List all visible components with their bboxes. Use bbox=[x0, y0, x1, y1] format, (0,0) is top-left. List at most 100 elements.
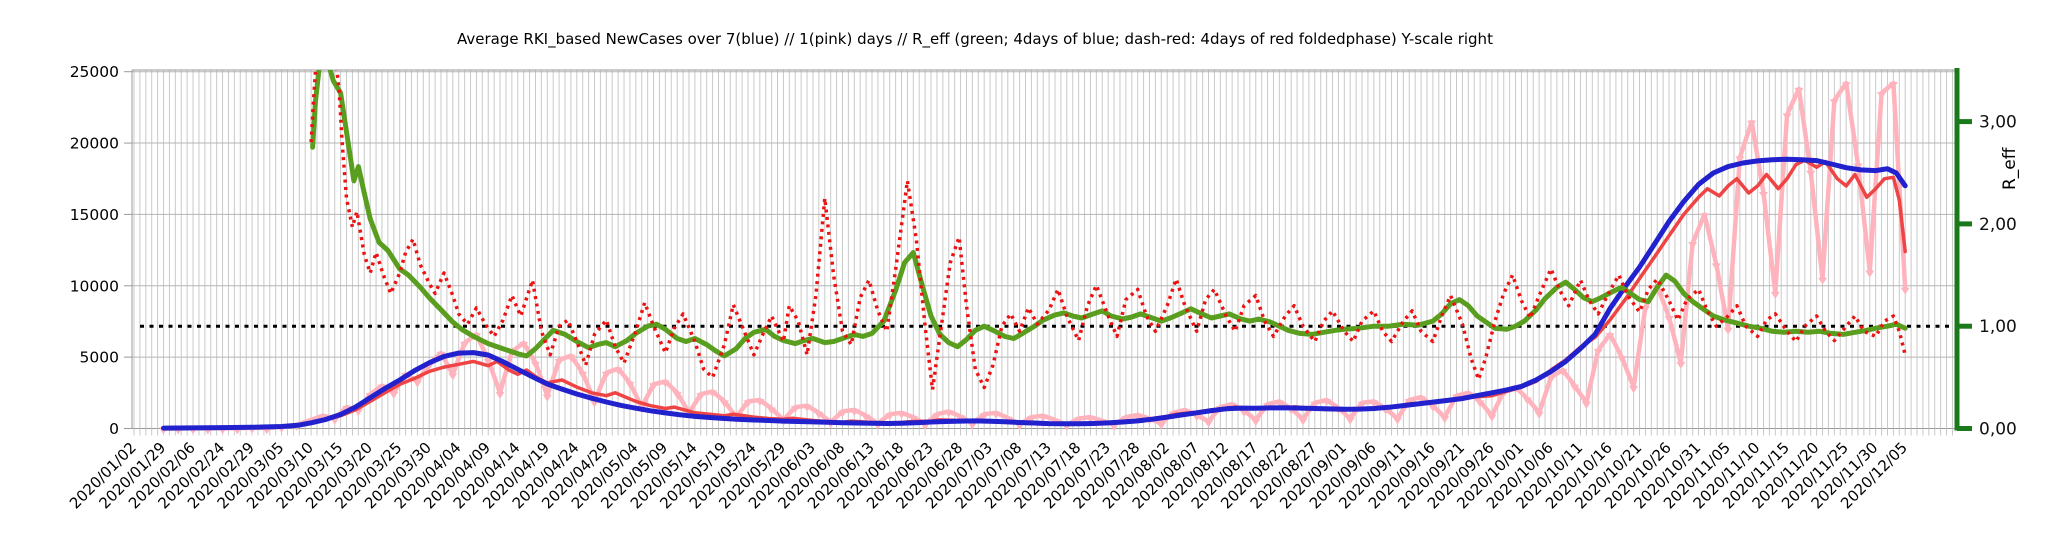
marker-triangle-down bbox=[1888, 82, 1898, 90]
marker-triangle-down bbox=[554, 358, 564, 366]
marker-triangle-down bbox=[1085, 416, 1095, 424]
marker-triangle-down bbox=[660, 380, 670, 388]
marker-triangle-down bbox=[1640, 306, 1650, 314]
marker-triangle-down bbox=[1133, 413, 1143, 421]
marker-triangle-down bbox=[908, 416, 918, 424]
marker-triangle-down bbox=[1558, 368, 1568, 376]
marker-triangle-down bbox=[649, 383, 659, 391]
marker-triangle-down bbox=[1440, 416, 1450, 424]
marker-triangle-down bbox=[1711, 263, 1721, 271]
marker-triangle-down bbox=[1251, 418, 1261, 426]
marker-triangle-down bbox=[1617, 356, 1627, 364]
marker-triangle-down bbox=[837, 410, 847, 418]
marker-triangle-down bbox=[1534, 411, 1544, 419]
marker-triangle-down bbox=[578, 371, 588, 379]
marker-triangle-down bbox=[861, 414, 871, 422]
marker-triangle-down bbox=[1322, 398, 1332, 406]
marker-triangle-down bbox=[897, 411, 907, 419]
marker-triangle-down bbox=[1428, 404, 1438, 412]
marker-triangle-down bbox=[1900, 287, 1910, 295]
marker-triangle-down bbox=[1392, 417, 1402, 425]
marker-triangle-down bbox=[1794, 87, 1804, 95]
marker-triangle-down bbox=[613, 367, 623, 375]
y-right-tick-label: 1,00 bbox=[1979, 317, 2017, 337]
marker-triangle-down bbox=[530, 361, 540, 369]
marker-triangle-down bbox=[1747, 120, 1757, 128]
marker-triangle-down bbox=[1109, 423, 1119, 431]
marker-triangle-down bbox=[790, 406, 800, 414]
marker-triangle-down bbox=[625, 381, 635, 389]
marker-triangle-down bbox=[1581, 401, 1591, 409]
marker-triangle-down bbox=[1688, 241, 1698, 249]
marker-triangle-down bbox=[1735, 156, 1745, 164]
y-left-tick-label: 15000 bbox=[70, 206, 119, 224]
marker-triangle-down bbox=[885, 413, 895, 421]
y-left-tick-label: 20000 bbox=[70, 135, 119, 153]
line-reff-green bbox=[310, 70, 1908, 359]
marker-triangle-down bbox=[672, 391, 682, 399]
marker-triangle-down bbox=[1759, 192, 1769, 200]
marker-triangle-down bbox=[1818, 277, 1828, 285]
marker-triangle-down bbox=[967, 422, 977, 430]
marker-triangle-down bbox=[1475, 400, 1485, 408]
marker-triangle-down bbox=[590, 400, 600, 408]
marker-triangle-down bbox=[1487, 414, 1497, 422]
y-left-tick-label: 5000 bbox=[80, 349, 119, 367]
marker-triangle-down bbox=[1038, 414, 1048, 422]
marker-triangle-down bbox=[1239, 409, 1249, 417]
marker-triangle-down bbox=[1192, 413, 1202, 421]
marker-triangle-down bbox=[448, 373, 458, 381]
marker-triangle-down bbox=[932, 413, 942, 421]
marker-triangle-down bbox=[1723, 327, 1733, 335]
marker-triangle-down bbox=[1806, 170, 1816, 178]
marker-triangle-down bbox=[1074, 417, 1084, 425]
marker-triangle-down bbox=[542, 394, 552, 402]
marker-triangle-down bbox=[708, 390, 718, 398]
marker-triangle-down bbox=[814, 411, 824, 419]
marker-triangle-down bbox=[802, 404, 812, 412]
marker-triangle-down bbox=[920, 423, 930, 431]
marker-triangle-down bbox=[991, 411, 1001, 419]
marker-triangle-down bbox=[1369, 400, 1379, 408]
line-reff-dash-red bbox=[309, 70, 1907, 392]
marker-triangle-down bbox=[1605, 333, 1615, 341]
marker-triangle-down bbox=[483, 358, 493, 366]
marker-triangle-down bbox=[1310, 401, 1320, 409]
marker-triangle-down bbox=[1546, 376, 1556, 384]
right-axis-title: R_eff bbox=[2000, 147, 2020, 190]
marker-triangle-down bbox=[1770, 291, 1780, 299]
marker-triangle-down bbox=[1782, 113, 1792, 121]
marker-triangle-down bbox=[944, 410, 954, 418]
marker-triangle-down bbox=[755, 398, 765, 406]
y-right-tick-label: 0,00 bbox=[1979, 420, 2017, 440]
marker-triangle-down bbox=[1570, 384, 1580, 392]
y-left-tick-label: 0 bbox=[109, 420, 119, 438]
marker-triangle-down bbox=[1156, 422, 1166, 430]
marker-triangle-down bbox=[1298, 418, 1308, 426]
marker-triangle-down bbox=[412, 380, 422, 388]
marker-triangle-down bbox=[743, 400, 753, 408]
marker-triangle-down bbox=[495, 391, 505, 399]
marker-triangle-down bbox=[696, 393, 706, 401]
marker-triangle-down bbox=[1593, 349, 1603, 357]
marker-triangle-down bbox=[1416, 396, 1426, 404]
marker-triangle-down bbox=[849, 408, 859, 416]
marker-triangle-down bbox=[1664, 316, 1674, 324]
marker-triangle-down bbox=[1676, 361, 1686, 369]
marker-triangle-down bbox=[1345, 417, 1355, 425]
series-group bbox=[159, 70, 1910, 435]
marker-triangle-down bbox=[767, 407, 777, 415]
marker-triangle-down bbox=[566, 354, 576, 362]
marker-triangle-down bbox=[1699, 213, 1709, 221]
y-left-tick-label: 10000 bbox=[70, 277, 119, 295]
marker-triangle-down bbox=[1357, 401, 1367, 409]
marker-triangle-down bbox=[519, 341, 529, 349]
marker-triangle-down bbox=[719, 400, 729, 408]
marker-triangle-down bbox=[1204, 420, 1214, 428]
marker-triangle-down bbox=[1877, 92, 1887, 100]
marker-triangle-down bbox=[1274, 400, 1284, 408]
chart-title: Average RKI_based NewCases over 7(blue) … bbox=[457, 30, 1493, 48]
marker-triangle-down bbox=[1841, 82, 1851, 90]
